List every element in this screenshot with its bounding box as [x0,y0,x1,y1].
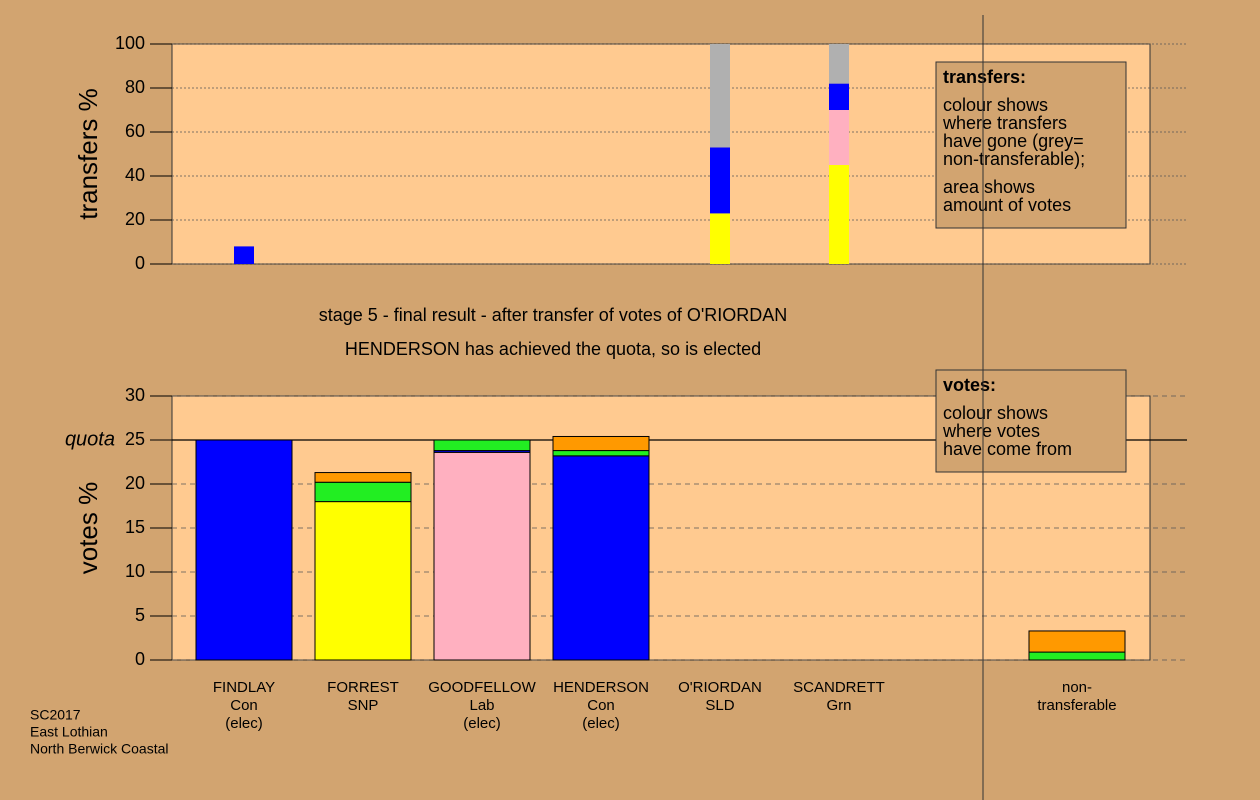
footer-text: SC2017 [30,707,81,723]
x-tick-label: O'RIORDAN [678,679,762,696]
bar-segment [710,44,730,148]
x-tick-label: SLD [705,697,734,714]
chart-title: stage 5 - final result - after transfer … [319,305,788,325]
x-tick-label: (elec) [463,715,501,732]
bar-segment [433,439,531,452]
legend-text: have gone (grey= [943,131,1084,151]
y-tick-label: 0 [135,649,145,669]
legend-text: where votes [942,421,1040,441]
legend-title: votes: [943,375,996,395]
y-tick-label: 60 [125,121,145,141]
legend-text: colour shows [943,95,1048,115]
y-tick-label: 80 [125,77,145,97]
y-tick-label: 15 [125,517,145,537]
bar-segment [552,435,650,452]
legend-text: have come from [943,439,1072,459]
y-tick-label: 30 [125,385,145,405]
y-tick-label: 40 [125,165,145,185]
y-axis-label: transfers % [73,88,103,220]
bar-segment [314,501,412,661]
x-tick-label: SCANDRETT [793,679,885,696]
y-tick-label: 10 [125,561,145,581]
bar-segment [829,110,849,165]
bar-segment [710,213,730,264]
y-axis-label: votes % [73,482,103,575]
footer-text: North Berwick Coastal [30,741,169,757]
bar-segment [829,83,849,110]
quota-label: quota [65,428,115,450]
y-tick-label: 25 [125,429,145,449]
x-tick-label: FORREST [327,679,399,696]
y-tick-label: 20 [125,209,145,229]
legend-text: colour shows [943,403,1048,423]
bar-segment [314,481,412,503]
y-tick-label: 20 [125,473,145,493]
bar-segment [234,246,254,264]
x-tick-label: (elec) [582,715,620,732]
legend-text: where transfers [942,113,1067,133]
x-tick-label: GOODFELLOW [428,679,536,696]
x-tick-label: Grn [826,697,851,714]
bar-segment [433,451,531,661]
legend-text: area shows [943,177,1035,197]
bar-segment [710,147,730,214]
bar-segment [1028,651,1126,661]
x-tick-label: HENDERSON [553,679,649,696]
x-tick-label: non- [1062,679,1092,696]
x-tick-label: (elec) [225,715,263,732]
legend-text: non-transferable); [943,149,1085,169]
x-tick-label: Con [587,697,615,714]
y-tick-label: 0 [135,253,145,273]
bar-segment [552,450,650,457]
bar-segment [552,455,650,661]
footer-text: East Lothian [30,724,108,740]
x-tick-label: FINDLAY [213,679,275,696]
bar-segment [195,439,293,661]
x-tick-label: Lab [469,697,494,714]
x-tick-label: Con [230,697,258,714]
bar-segment [829,165,849,264]
y-tick-label: 5 [135,605,145,625]
x-tick-label: transferable [1037,697,1116,714]
legend-text: amount of votes [943,195,1071,215]
legend-box [935,61,1127,229]
legend-box [935,369,1127,473]
x-tick-label: SNP [348,697,379,714]
bar-segment [829,44,849,84]
y-tick-label: 100 [115,33,145,53]
legend-title: transfers: [943,67,1026,87]
bar-segment [314,472,412,483]
chart-title: HENDERSON has achieved the quota, so is … [345,339,761,359]
bar-segment [1028,630,1126,653]
